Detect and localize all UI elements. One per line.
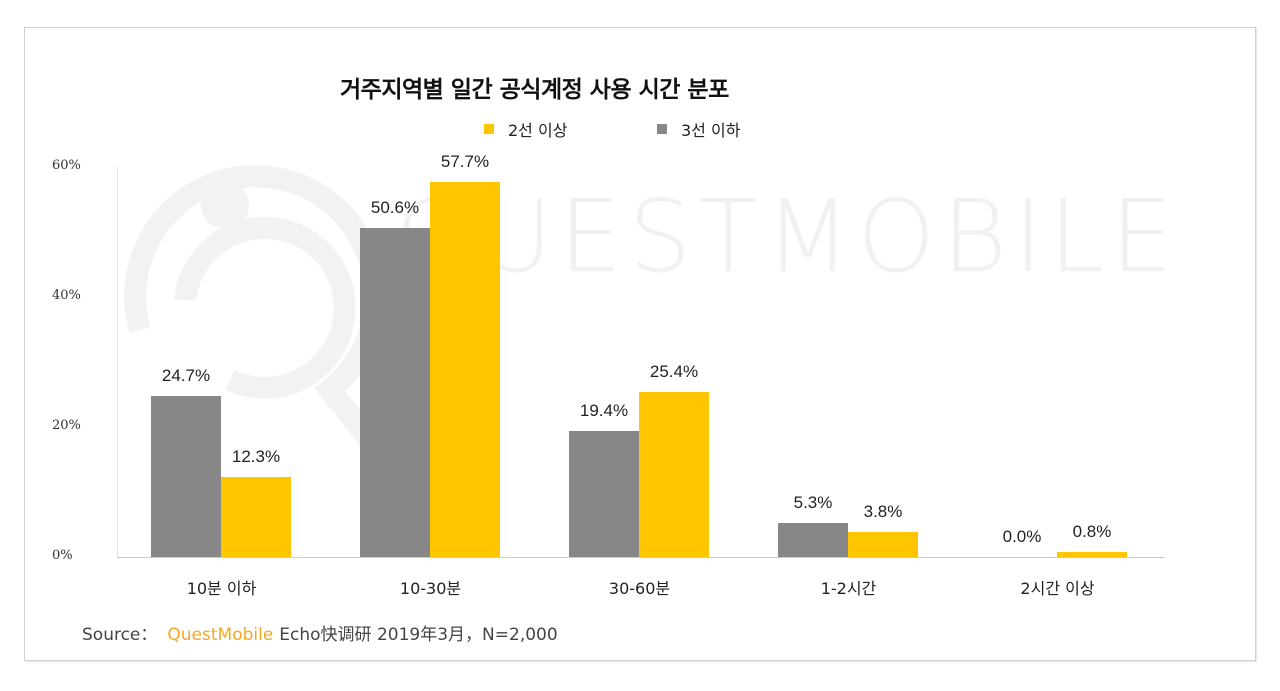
data-label: 0.8% — [1072, 522, 1112, 541]
y-tick-20: 20% — [52, 418, 81, 433]
x-tick-label: 10-30분 — [399, 579, 462, 598]
bar — [569, 431, 639, 557]
source-note: Source： QuestMobile Echo快调研 2019年3月，N=2,00… — [82, 620, 558, 645]
legend-swatch-yellow-icon — [484, 124, 494, 134]
data-label: 0.0% — [1002, 527, 1042, 546]
bar — [778, 523, 848, 557]
bar — [1057, 552, 1127, 557]
bar — [221, 477, 291, 557]
source-detail: Echo快调研 2019年3月，N=2,000 — [279, 625, 558, 645]
y-tick-40: 40% — [52, 288, 81, 303]
watermark-text: QUESTMOBILE — [395, 178, 1180, 295]
data-label: 12.3% — [231, 447, 281, 466]
data-label: 50.6% — [370, 198, 420, 217]
y-axis-line — [117, 167, 118, 557]
y-tick-60: 60% — [52, 158, 81, 173]
x-tick-label: 30-60분 — [608, 579, 671, 598]
source-prefix: Source： — [82, 625, 158, 645]
bar — [430, 182, 500, 557]
data-label: 5.3% — [793, 493, 833, 512]
bar — [848, 532, 918, 557]
data-label: 3.8% — [863, 502, 903, 521]
bar — [360, 228, 430, 557]
bar — [151, 396, 221, 557]
data-label: 19.4% — [579, 401, 629, 420]
chart-frame — [24, 27, 1256, 661]
x-tick-label: 1-2시간 — [820, 579, 877, 598]
legend-label: 2선 이상 — [508, 121, 568, 140]
y-tick-0: 0% — [52, 548, 73, 563]
data-label: 25.4% — [649, 362, 699, 381]
x-axis-line — [117, 557, 1165, 558]
x-tick-label: 10분 이하 — [186, 579, 257, 598]
data-label: 57.7% — [440, 152, 490, 171]
x-tick-label: 2시간 이상 — [1020, 579, 1095, 598]
chart-title: 거주지역별 일간 공식계정 사용 시간 분포 — [340, 77, 729, 103]
source-brand: QuestMobile — [167, 625, 274, 645]
legend-label: 3선 이하 — [681, 121, 741, 140]
legend-swatch-gray-icon — [657, 124, 667, 134]
legend-item-3rd-tier: 3선 이하 — [657, 117, 740, 141]
bar — [639, 392, 709, 557]
legend-item-2nd-tier: 2선 이상 — [484, 117, 567, 141]
data-label: 24.7% — [161, 366, 211, 385]
